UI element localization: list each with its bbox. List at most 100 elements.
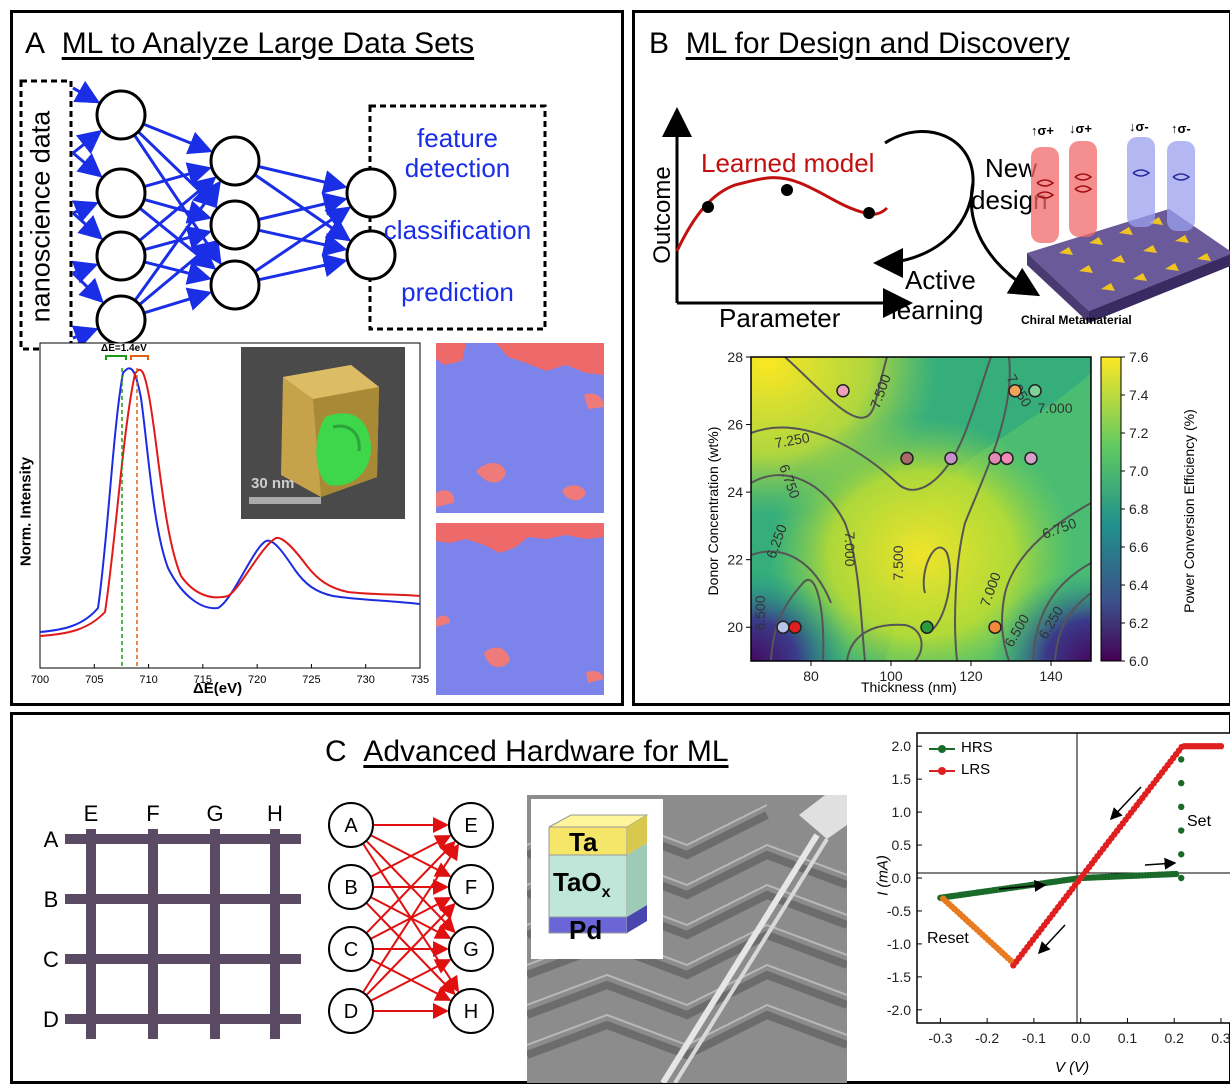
contour-point (1008, 384, 1022, 398)
colorbar-label: Power Conversion Efficiency (%) (1181, 409, 1197, 613)
output-detection: detection (404, 153, 511, 183)
output-prediction: prediction (401, 277, 514, 307)
output-classification: classification (383, 215, 532, 245)
spectrum-xtick: 725 (302, 674, 320, 686)
iv-ytick: 2.0 (892, 738, 912, 754)
contour-ylabel: Donor Concentration (wt%) (705, 426, 721, 596)
contour-point (900, 451, 914, 466)
colorbar-tick: 7.4 (1129, 387, 1149, 403)
crossbar-row-label: B (44, 887, 59, 912)
iv-ytick: -1.5 (887, 969, 911, 985)
panel-b: B ML for Design and Discovery Learned mo… (632, 10, 1230, 706)
crossbar-column (148, 829, 158, 1039)
model-point-3 (863, 207, 875, 219)
particle-inset: 30 nm (241, 347, 405, 519)
colorbar-tick: 7.6 (1129, 349, 1149, 365)
map-image-top (436, 343, 604, 513)
contour-point (988, 620, 1002, 634)
contour-ytick: 24 (727, 484, 743, 500)
contour-xtick: 80 (803, 668, 819, 684)
iv-ytick: -1.0 (887, 936, 911, 952)
panel-c-title: C Advanced Hardware for ML (325, 735, 729, 768)
device-stack-inset: Ta TaOx Pd (531, 799, 663, 959)
active-learning-label-2: learning (891, 295, 984, 325)
contour-point (944, 451, 958, 466)
crossbar-col-label: F (146, 801, 159, 826)
iv-ytick: -0.5 (887, 903, 911, 919)
legend-lrs: LRS (961, 761, 991, 778)
iv-xtick: -0.1 (1022, 1030, 1046, 1046)
panel-a-title: A ML to Analyze Large Data Sets (25, 27, 475, 60)
nn-node (95, 89, 147, 141)
nn-node (345, 167, 397, 219)
nanoparticle-image (249, 365, 379, 504)
iv-point (1178, 851, 1185, 858)
input-label: nanoscience data (25, 110, 56, 323)
spin-label-4: ↑σ- (1171, 121, 1191, 136)
contour-point (1028, 384, 1042, 398)
colorbar-tick: 6.2 (1129, 615, 1149, 631)
contour-ytick: 20 (727, 619, 743, 635)
contour-ytick: 28 (727, 349, 743, 365)
panel-a: A ML to Analyze Large Data Sets nanoscie… (10, 10, 624, 706)
scale-bar-label: 30 nm (251, 475, 295, 492)
contour-point (1024, 451, 1038, 466)
active-learning-diagram (662, 107, 913, 318)
colorbar-tick: 7.0 (1129, 463, 1149, 479)
crossbar-array: E F G H A B C D (43, 801, 301, 1039)
nn-node (95, 294, 147, 346)
nn-node (209, 259, 261, 311)
contour-point (920, 620, 934, 634)
iv-ytick: -2.0 (887, 1002, 911, 1018)
set-label: Set (1187, 813, 1212, 830)
crossbar-col-label: G (206, 801, 223, 826)
iv-point (1010, 962, 1017, 969)
nn-node (95, 230, 147, 282)
contour-xlabel: Thickness (nm) (861, 679, 957, 695)
bipartite-node-label: G (463, 939, 479, 961)
spin-label-1: ↑σ+ (1031, 123, 1054, 138)
iv-point (1178, 827, 1185, 834)
iv-xtick: 0.2 (1164, 1030, 1184, 1046)
contour-level-label: 7.000 (1037, 400, 1072, 416)
bipartite-node-label: C (344, 939, 358, 961)
contour-level-label: 7.000 (842, 531, 858, 566)
crossbar-row (65, 954, 301, 964)
spectrum-xtick: 720 (248, 674, 266, 686)
iv-xtick: 0.3 (1211, 1030, 1230, 1046)
bipartite-node-label: D (344, 1001, 358, 1023)
nn-node (209, 199, 261, 251)
bipartite-node (328, 802, 374, 848)
bipartite-network: A B C D E F G H (328, 802, 494, 1034)
iv-ylabel: I (mA) (874, 855, 892, 896)
crossbar-row-label: A (44, 827, 59, 852)
spectrum-xtick: 700 (31, 674, 49, 686)
colorbar (1100, 356, 1122, 662)
bipartite-node-label: B (344, 877, 357, 899)
spectrum-ylabel: Norm. Intensity (17, 456, 35, 567)
model-point-1 (702, 201, 714, 213)
contour-level-label: 6.500 (752, 595, 768, 630)
model-point-2 (781, 184, 793, 196)
nn-node (95, 167, 147, 219)
contour-point (988, 451, 1002, 466)
iv-xtick: 0.1 (1118, 1030, 1138, 1046)
crossbar-row (65, 834, 301, 844)
red-spectrum (39, 368, 421, 637)
new-design-label-1: New (985, 153, 1038, 183)
colorbar-tick: 6.8 (1129, 501, 1149, 517)
panel-b-title: B ML for Design and Discovery (649, 27, 1070, 60)
crossbar-column (270, 829, 280, 1039)
neural-network-diagram (19, 79, 547, 351)
spin-label-2: ↓σ+ (1069, 121, 1092, 136)
contour-level-label: 7.500 (890, 545, 906, 580)
legend-hrs: HRS (961, 739, 993, 756)
iv-ytick: 1.0 (892, 804, 912, 820)
spectrum-xtick: 710 (139, 674, 157, 686)
contour-level-label: 7.250 (773, 429, 810, 451)
map-image-bottom (436, 523, 604, 695)
bipartite-node (448, 926, 494, 972)
iv-point (1178, 803, 1185, 811)
bipartite-node-label: E (464, 815, 477, 837)
learned-model-label: Learned model (701, 148, 875, 178)
